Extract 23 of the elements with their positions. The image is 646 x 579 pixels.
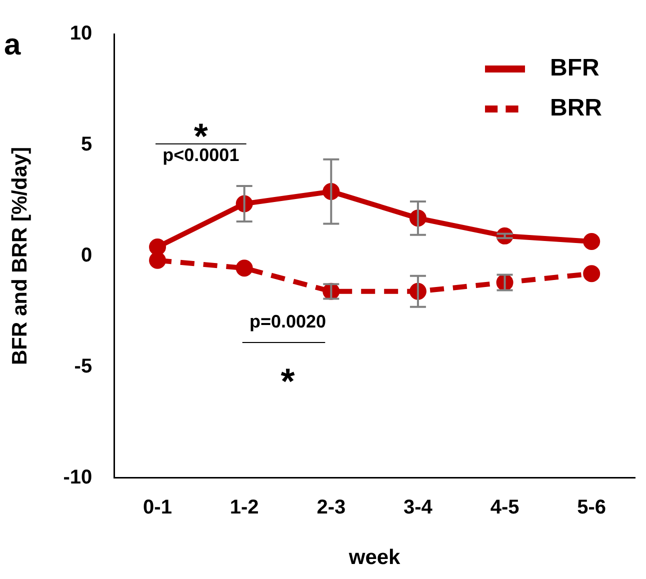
x-tick-label: 3-4 bbox=[404, 496, 434, 518]
chart-title: a bbox=[4, 28, 21, 62]
y-tick-label: 5 bbox=[80, 133, 92, 156]
annotation: * bbox=[280, 360, 295, 402]
x-tick-label: 0-1 bbox=[143, 496, 172, 518]
point bbox=[149, 238, 166, 256]
x-axis-title: week bbox=[348, 546, 401, 570]
point bbox=[149, 252, 166, 269]
x-tick-label: 5-6 bbox=[577, 496, 606, 518]
x-tick-label: 1-2 bbox=[230, 496, 259, 518]
point bbox=[236, 260, 253, 277]
annotation: p=0.0020 bbox=[249, 311, 326, 332]
y-axis-title: BFR and BRR [%/day] bbox=[8, 146, 32, 365]
y-tick-label: 0 bbox=[80, 244, 92, 266]
legend-label: BRR bbox=[550, 94, 602, 122]
legend-label: BFR bbox=[550, 54, 600, 82]
x-tick-label: 4-5 bbox=[490, 496, 520, 518]
point bbox=[583, 232, 600, 250]
x-tick-label: 2-3 bbox=[316, 496, 346, 518]
point bbox=[583, 265, 600, 282]
y-tick-label: 10 bbox=[70, 22, 92, 45]
y-tick-label: -10 bbox=[63, 466, 92, 488]
y-tick-label: -5 bbox=[74, 355, 92, 378]
